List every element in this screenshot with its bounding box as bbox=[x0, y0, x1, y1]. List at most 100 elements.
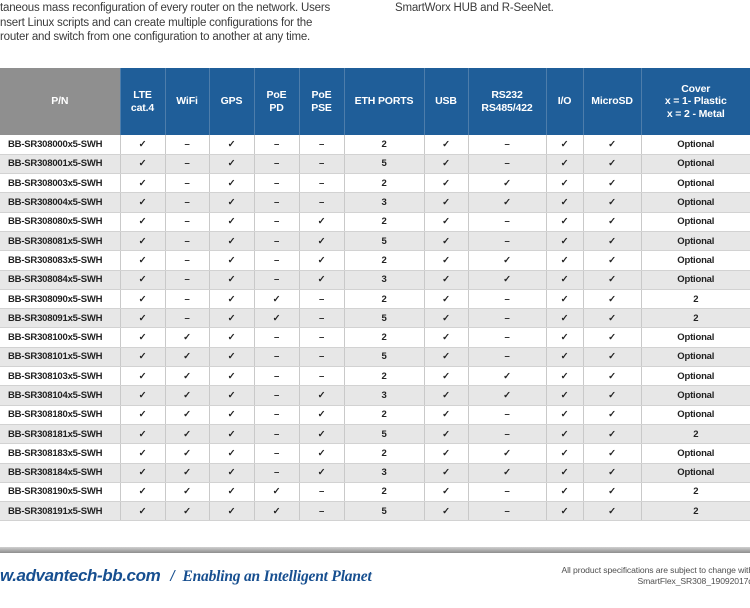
column-header-microsd: MicroSD bbox=[582, 68, 641, 135]
check-icon: ✓ bbox=[119, 212, 165, 232]
check-icon: ✓ bbox=[582, 443, 641, 464]
part-number-cell: BB-SR308191x5-SWH bbox=[0, 501, 120, 522]
part-number-cell: BB-SR308183x5-SWH bbox=[0, 443, 120, 464]
check-icon: ✓ bbox=[582, 327, 641, 348]
part-number-cell: BB-SR308000x5-SWH bbox=[0, 135, 120, 155]
column-header-eth-ports: ETH PORTS bbox=[343, 68, 424, 135]
check-icon: ✓ bbox=[119, 135, 165, 155]
part-number-cell: BB-SR308081x5-SWH bbox=[0, 231, 120, 252]
value-cell: 2 bbox=[343, 135, 424, 155]
check-icon: ✓ bbox=[208, 308, 254, 329]
part-number-cell: BB-SR308190x5-SWH bbox=[0, 482, 120, 503]
check-icon: ✓ bbox=[298, 463, 344, 483]
check-icon: ✓ bbox=[545, 385, 583, 406]
dash-icon: – bbox=[164, 250, 209, 271]
value-cell: Optional bbox=[640, 250, 750, 271]
check-icon: ✓ bbox=[253, 501, 299, 522]
value-cell: Optional bbox=[640, 192, 750, 213]
dash-icon: – bbox=[253, 270, 299, 290]
check-icon: ✓ bbox=[164, 482, 209, 503]
check-icon: ✓ bbox=[298, 250, 344, 271]
value-cell: Optional bbox=[640, 385, 750, 406]
value-cell: 3 bbox=[343, 192, 424, 213]
table-row: BB-SR308181x5-SWH ✓ ✓ ✓ – ✓ 5 ✓ – ✓ ✓ 2 bbox=[0, 424, 750, 445]
check-icon: ✓ bbox=[423, 308, 468, 329]
table-row: BB-SR308191x5-SWH ✓ ✓ ✓ ✓ –5 ✓ – ✓ ✓ 2 bbox=[0, 501, 750, 522]
check-icon: ✓ bbox=[467, 443, 546, 464]
check-icon: ✓ bbox=[208, 482, 254, 503]
part-number-cell: BB-SR308083x5-SWH bbox=[0, 250, 120, 271]
part-number-cell: BB-SR308184x5-SWH bbox=[0, 463, 120, 483]
check-icon: ✓ bbox=[423, 212, 468, 232]
dash-icon: – bbox=[298, 173, 344, 194]
value-cell: Optional bbox=[640, 347, 750, 368]
check-icon: ✓ bbox=[119, 424, 165, 445]
check-icon: ✓ bbox=[582, 501, 641, 522]
check-icon: ✓ bbox=[164, 347, 209, 368]
dash-icon: – bbox=[298, 482, 344, 503]
dash-icon: – bbox=[253, 212, 299, 232]
check-icon: ✓ bbox=[423, 327, 468, 348]
check-icon: ✓ bbox=[423, 405, 468, 425]
table-row: BB-SR308183x5-SWH ✓ ✓ ✓ – ✓ 2 ✓ ✓ ✓ ✓ Optional bbox=[0, 443, 750, 464]
table-row: BB-SR308103x5-SWH ✓ ✓ ✓ – –2 ✓ ✓ ✓ ✓ Optional bbox=[0, 366, 750, 387]
table-body: BB-SR308000x5-SWH ✓ – ✓ – –2 ✓ – ✓ ✓ Optional BB-SR… bbox=[0, 135, 750, 522]
check-icon: ✓ bbox=[545, 482, 583, 503]
check-icon: ✓ bbox=[164, 366, 209, 387]
value-cell: 5 bbox=[343, 501, 424, 522]
check-icon: ✓ bbox=[164, 327, 209, 348]
value-cell: 2 bbox=[640, 482, 750, 503]
check-icon: ✓ bbox=[467, 192, 546, 213]
check-icon: ✓ bbox=[423, 501, 468, 522]
dash-icon: – bbox=[467, 308, 546, 329]
dash-icon: – bbox=[253, 347, 299, 368]
value-cell: 5 bbox=[343, 308, 424, 329]
footer-disclaimer: All product specifications are subject t… bbox=[561, 565, 750, 575]
check-icon: ✓ bbox=[119, 366, 165, 387]
dash-icon: – bbox=[164, 231, 209, 252]
dash-icon: – bbox=[467, 482, 546, 503]
check-icon: ✓ bbox=[582, 212, 641, 232]
check-icon: ✓ bbox=[208, 270, 254, 290]
check-icon: ✓ bbox=[423, 231, 468, 252]
part-number-cell: BB-SR308104x5-SWH bbox=[0, 385, 120, 406]
check-icon: ✓ bbox=[423, 482, 468, 503]
footer-separator: / bbox=[170, 568, 175, 585]
check-icon: ✓ bbox=[164, 385, 209, 406]
check-icon: ✓ bbox=[423, 173, 468, 194]
check-icon: ✓ bbox=[545, 270, 583, 290]
check-icon: ✓ bbox=[467, 366, 546, 387]
check-icon: ✓ bbox=[208, 250, 254, 271]
table-row: BB-SR308001x5-SWH ✓ – ✓ – –5 ✓ – ✓ ✓ Optional bbox=[0, 154, 750, 175]
website-link[interactable]: w.advantech-bb.com bbox=[0, 566, 161, 585]
check-icon: ✓ bbox=[208, 366, 254, 387]
check-icon: ✓ bbox=[423, 443, 468, 464]
value-cell: 3 bbox=[343, 385, 424, 406]
value-cell: 5 bbox=[343, 231, 424, 252]
table-row: BB-SR308081x5-SWH ✓ – ✓ – ✓ 5 ✓ – ✓ ✓ Optional bbox=[0, 231, 750, 252]
dash-icon: – bbox=[467, 135, 546, 155]
check-icon: ✓ bbox=[208, 443, 254, 464]
value-cell: 3 bbox=[343, 463, 424, 483]
part-number-cell: BB-SR308100x5-SWH bbox=[0, 327, 120, 348]
check-icon: ✓ bbox=[423, 347, 468, 368]
dash-icon: – bbox=[253, 135, 299, 155]
check-icon: ✓ bbox=[119, 347, 165, 368]
check-icon: ✓ bbox=[164, 463, 209, 483]
part-number-cell: BB-SR308091x5-SWH bbox=[0, 308, 120, 329]
check-icon: ✓ bbox=[545, 173, 583, 194]
dash-icon: – bbox=[164, 270, 209, 290]
check-icon: ✓ bbox=[119, 327, 165, 348]
check-icon: ✓ bbox=[582, 173, 641, 194]
dash-icon: – bbox=[253, 443, 299, 464]
check-icon: ✓ bbox=[467, 385, 546, 406]
column-header-pn: P/N bbox=[0, 68, 120, 135]
value-cell: 2 bbox=[343, 482, 424, 503]
part-number-cell: BB-SR308090x5-SWH bbox=[0, 289, 120, 310]
check-icon: ✓ bbox=[423, 289, 468, 310]
check-icon: ✓ bbox=[119, 231, 165, 252]
intro-line: nsert Linux scripts and can create multi… bbox=[0, 16, 313, 29]
value-cell: 2 bbox=[640, 308, 750, 329]
table-row: BB-SR308091x5-SWH ✓ – ✓ ✓ –5 ✓ – ✓ ✓ 2 bbox=[0, 308, 750, 329]
check-icon: ✓ bbox=[423, 135, 468, 155]
